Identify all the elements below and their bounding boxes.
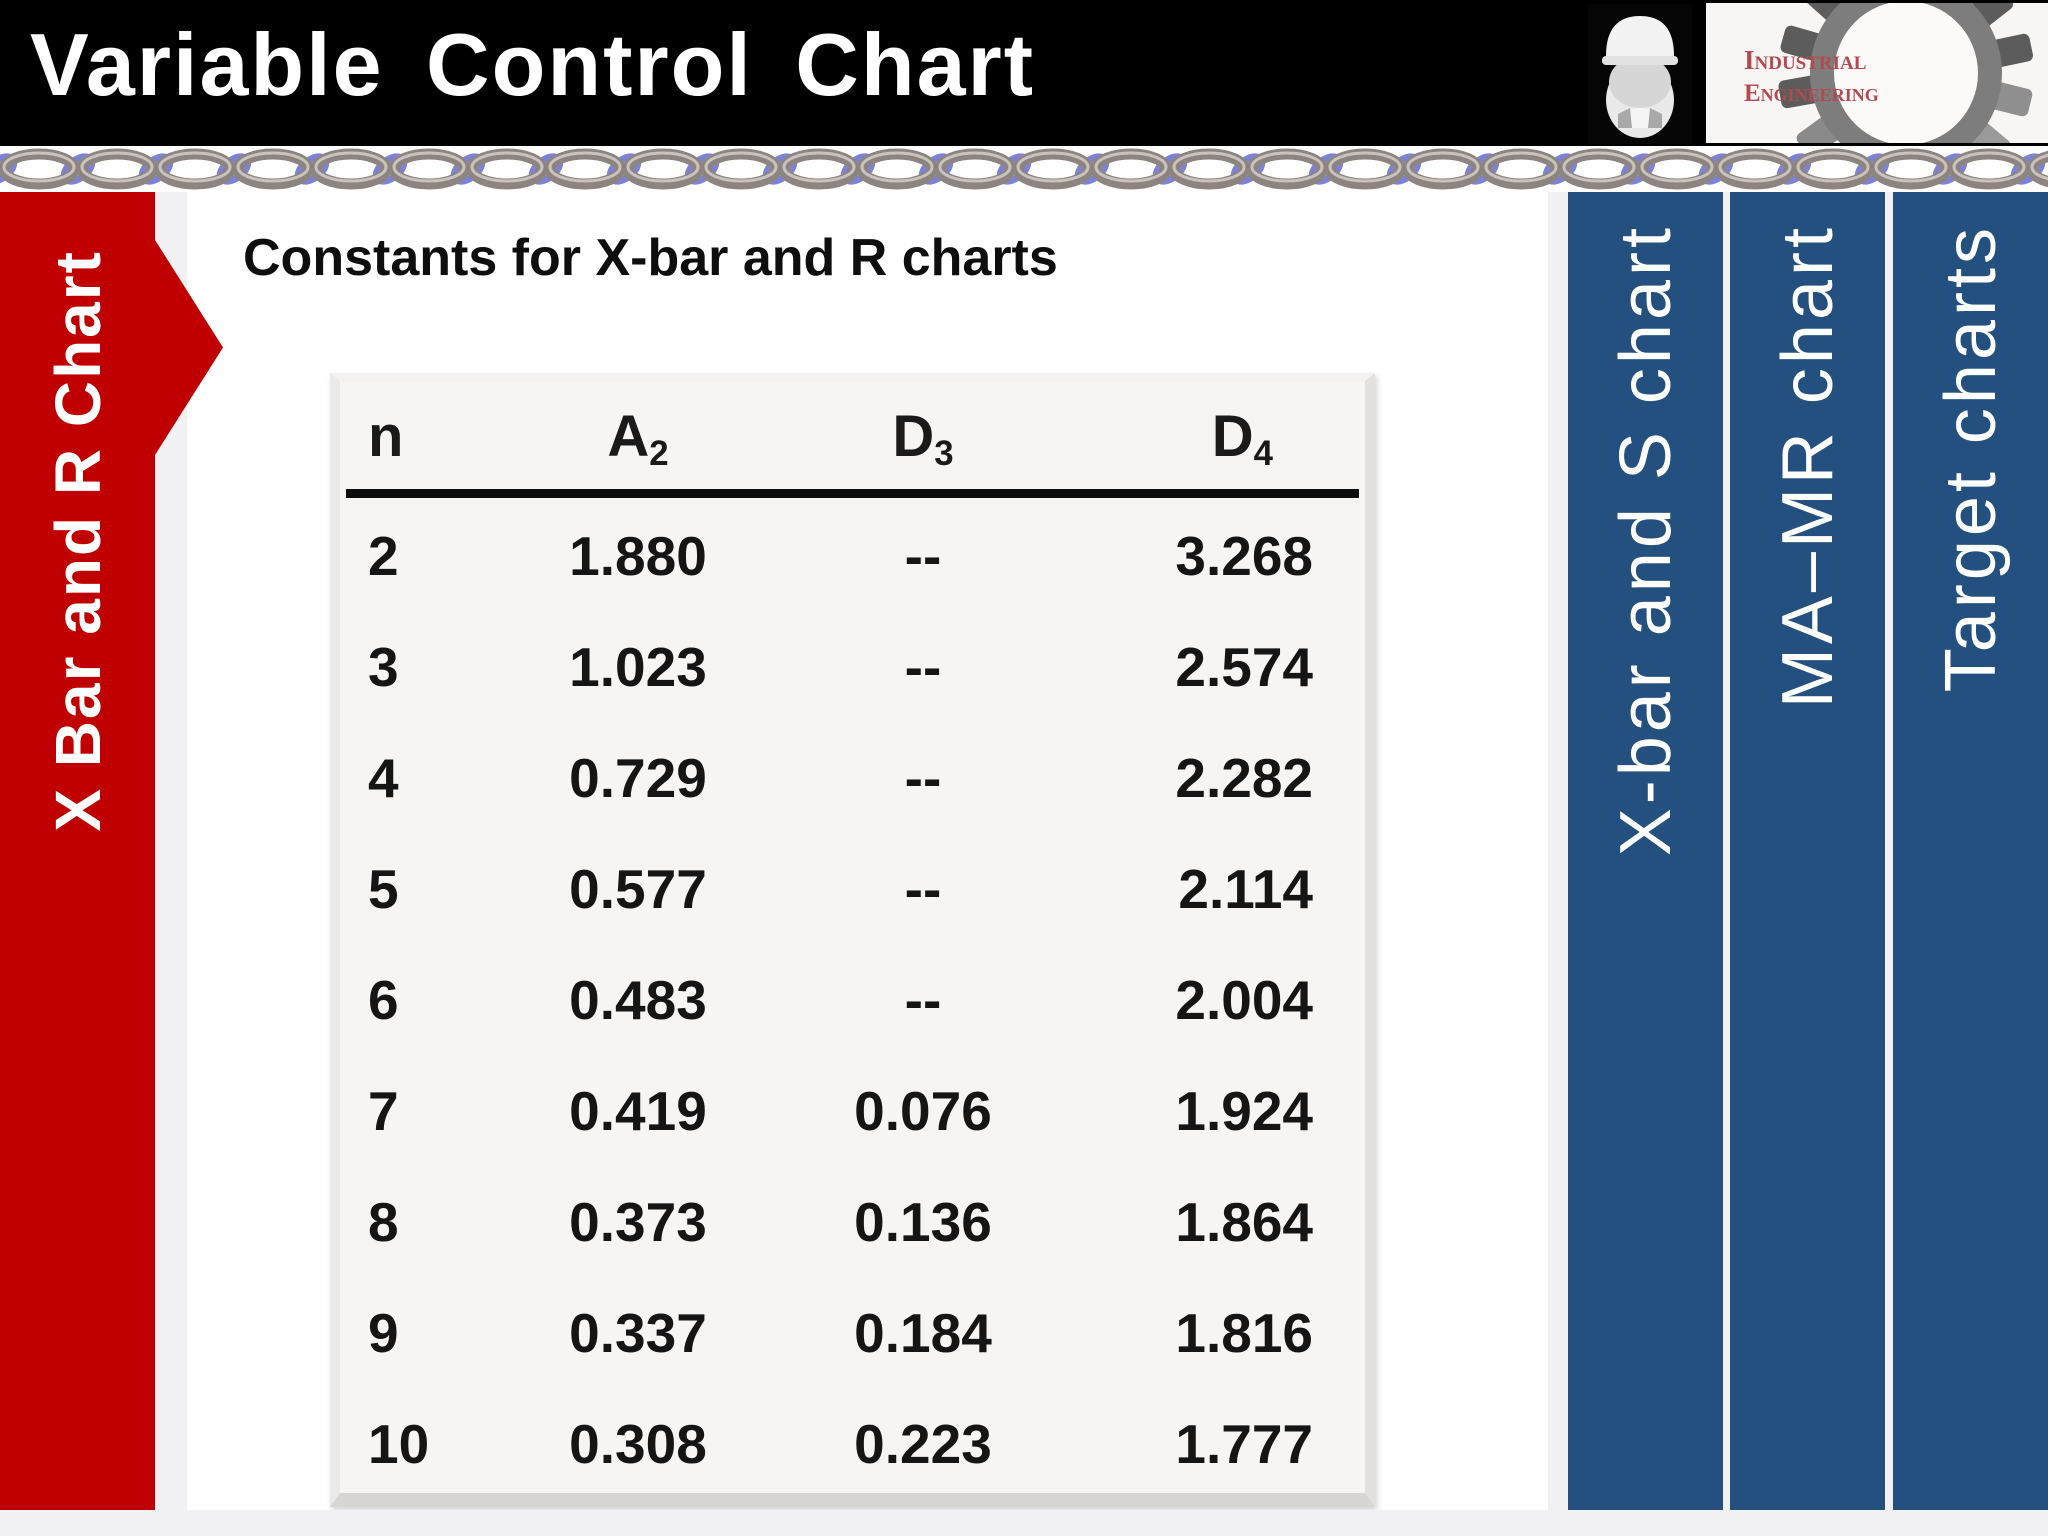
table-row: 6 0.483 -- 2.004 (368, 944, 1331, 1055)
column-header-n: n (368, 403, 404, 469)
table-cell: 0.076 (854, 1079, 992, 1142)
table-cell: 1.924 (1175, 1079, 1313, 1142)
table-row: 3 1.023 -- 2.574 (368, 611, 1331, 722)
tab-xbar-r-chart[interactable]: X Bar and R Chart (0, 192, 155, 1510)
table-cell: 2 (368, 524, 399, 587)
logo-text-line1: Industrial (1744, 45, 1866, 75)
table-cell: 0.337 (569, 1301, 707, 1364)
column-header-a2: A2 (607, 403, 669, 473)
tab-xbar-r-chart-label: X Bar and R Chart (41, 250, 114, 832)
table-cell: 10 (368, 1412, 430, 1475)
table-cell: 7 (368, 1079, 399, 1142)
table-header-row: n A2 D3 D4 (340, 381, 1365, 489)
table-row: 7 0.419 0.076 1.924 (368, 1055, 1331, 1166)
table-cell: 0.373 (569, 1190, 707, 1253)
table-cell: 0.729 (569, 746, 707, 809)
table-cell: 0.577 (569, 857, 707, 920)
table-cell: 8 (368, 1190, 399, 1253)
table-body: 2 1.880 -- 3.268 3 1.023 -- 2.574 4 0.729 -- 2.282 5… (340, 498, 1365, 1499)
table-cell: 2.282 (1175, 746, 1313, 809)
table-cell: 1.777 (1175, 1412, 1313, 1475)
table-cell: 2.114 (1178, 857, 1313, 920)
table-cell: 0.483 (569, 968, 707, 1031)
table-cell: 2.004 (1175, 968, 1313, 1031)
table-cell: 6 (368, 968, 399, 1031)
table-cell: -- (904, 746, 942, 809)
table-cell: 1.023 (569, 635, 707, 698)
tab-target-charts[interactable]: Target charts (1893, 192, 2048, 1510)
table-cell: 3.268 (1175, 524, 1313, 587)
tab-ma-mr-chart-label: MA–MR chart (1767, 224, 1848, 709)
table-cell: 0.308 (569, 1412, 707, 1475)
table-row: 4 0.729 -- 2.282 (368, 722, 1331, 833)
chain-border (0, 146, 2048, 192)
table-row: 9 0.337 0.184 1.816 (368, 1277, 1331, 1388)
header-bar: Variable Control Chart (0, 0, 2048, 146)
table-cell: 1.864 (1175, 1190, 1313, 1253)
table-cell: 0.136 (854, 1190, 992, 1253)
page-title: Variable Control Chart (30, 15, 1036, 114)
table-cell: 4 (368, 746, 399, 809)
table-cell: 0.184 (854, 1301, 992, 1364)
table-header-rule (346, 489, 1359, 498)
section-heading: Constants for X-bar and R charts (243, 229, 1058, 287)
tab-ma-mr-chart[interactable]: MA–MR chart (1730, 192, 1885, 1510)
table-cell: 0.419 (569, 1079, 707, 1142)
table-cell: 9 (368, 1301, 399, 1364)
table-cell: -- (904, 968, 942, 1031)
footer-strip (0, 1510, 2048, 1536)
column-header-d4: D4 (1211, 403, 1273, 473)
table-cell: -- (904, 635, 942, 698)
constants-table: n A2 D3 D4 2 1.880 -- 3.268 3 1.023 -- 2.574 4 0.… (330, 373, 1375, 1507)
table-row: 2 1.880 -- 3.268 (368, 500, 1331, 611)
tab-xbar-s-chart-label: X-bar and S chart (1605, 224, 1686, 857)
table-cell: 0.223 (854, 1412, 992, 1475)
table-row: 8 0.373 0.136 1.864 (368, 1166, 1331, 1277)
table-row: 10 0.308 0.223 1.777 (368, 1388, 1331, 1499)
table-cell: 3 (368, 635, 399, 698)
table-cell: 5 (368, 857, 399, 920)
worker-icon (1588, 4, 1692, 144)
industrial-engineering-logo: Industrial Engineering (1706, 3, 2048, 143)
tab-target-charts-label: Target charts (1930, 224, 2011, 693)
table-cell: 1.816 (1175, 1301, 1313, 1364)
table-cell: 2.574 (1175, 635, 1313, 698)
table-cell: -- (904, 524, 942, 587)
table-cell: 1.880 (569, 524, 707, 587)
table-row: 5 0.577 -- 2.114 (368, 833, 1331, 944)
table-cell: -- (904, 857, 942, 920)
tab-xbar-s-chart[interactable]: X-bar and S chart (1568, 192, 1723, 1510)
logo-text-line2: Engineering (1744, 80, 1879, 107)
column-header-d3: D3 (892, 403, 954, 473)
